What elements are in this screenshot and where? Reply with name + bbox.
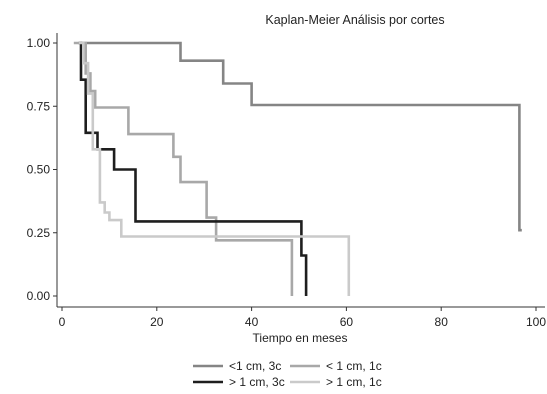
- series-layer: [73, 41, 522, 296]
- legend-label: > 1 cm, 1c: [326, 375, 382, 389]
- y-tick-label: 0.00: [27, 289, 51, 303]
- y-tick-label: 0.50: [27, 163, 51, 177]
- x-tick-label: 60: [340, 315, 354, 329]
- x-tick-label: 0: [59, 315, 66, 329]
- y-tick-label: 0.75: [27, 99, 51, 113]
- legend-label: < 1 cm, 1c: [326, 359, 382, 373]
- series-line-3: [78, 41, 308, 296]
- y-axis-ticks: 0.00 0.25 0.50 0.75 1.00: [27, 36, 57, 303]
- legend: <1 cm, 3c < 1 cm, 1c > 1 cm, 3c > 1 cm, 1c: [193, 359, 382, 389]
- legend-label: <1 cm, 3c: [229, 359, 281, 373]
- chart-title: Kaplan-Meier Análisis por cortes: [265, 13, 444, 27]
- series-line-2: [73, 41, 294, 296]
- plot-area: [56, 33, 545, 308]
- y-tick-label: 1.00: [27, 36, 51, 50]
- x-axis-label: Tiempo en meses: [253, 331, 348, 345]
- x-tick-label: 40: [245, 315, 259, 329]
- x-axis-ticks: 0 20 40 60 80 100: [59, 307, 546, 329]
- series-line-1: [81, 41, 522, 232]
- y-tick-label: 0.25: [27, 226, 51, 240]
- x-tick-label: 80: [435, 315, 449, 329]
- x-tick-label: 20: [150, 315, 164, 329]
- x-tick-label: 100: [526, 315, 546, 329]
- legend-label: > 1 cm, 3c: [229, 375, 285, 389]
- series-line-4: [78, 41, 351, 296]
